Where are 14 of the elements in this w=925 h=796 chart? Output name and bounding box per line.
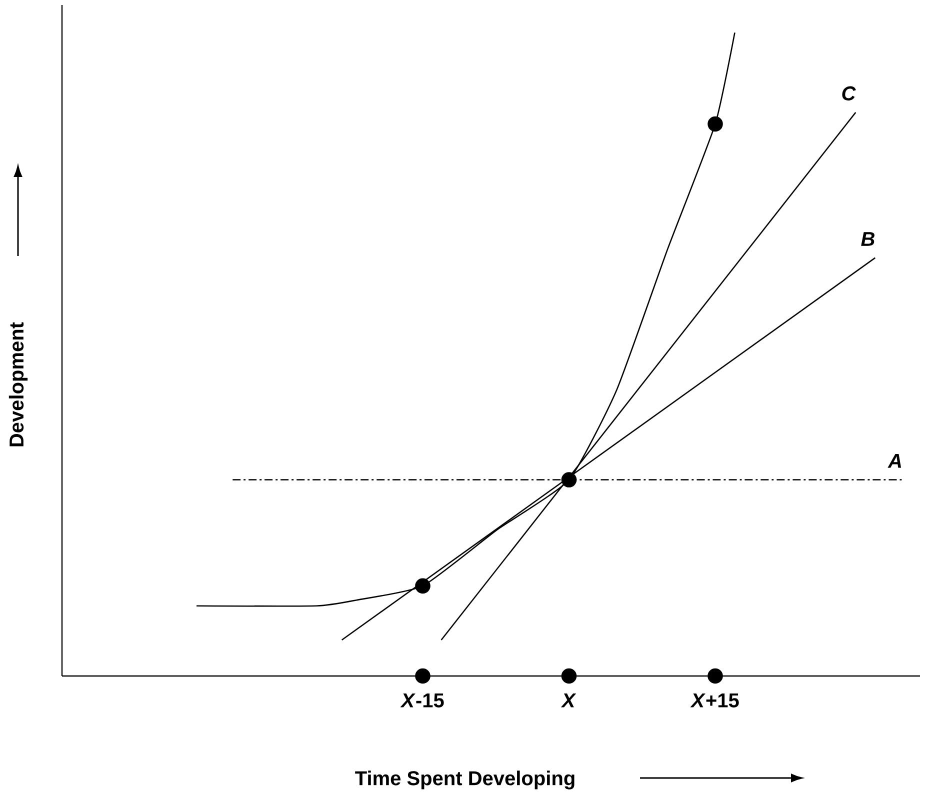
point — [415, 578, 430, 594]
series-label: C — [842, 86, 856, 100]
point — [415, 668, 430, 684]
point — [708, 116, 723, 132]
series-label: B — [861, 232, 874, 246]
x-tick-label: X+15 — [690, 694, 739, 708]
x-tick-label: X — [560, 694, 576, 708]
x-tick-label: X-15 — [400, 694, 444, 708]
point — [561, 668, 577, 684]
point — [561, 472, 577, 488]
x-axis-title: Time Spent Developing — [355, 770, 574, 790]
y-axis-title: Development — [8, 322, 28, 446]
series-label: A — [888, 454, 902, 468]
point — [708, 668, 723, 684]
